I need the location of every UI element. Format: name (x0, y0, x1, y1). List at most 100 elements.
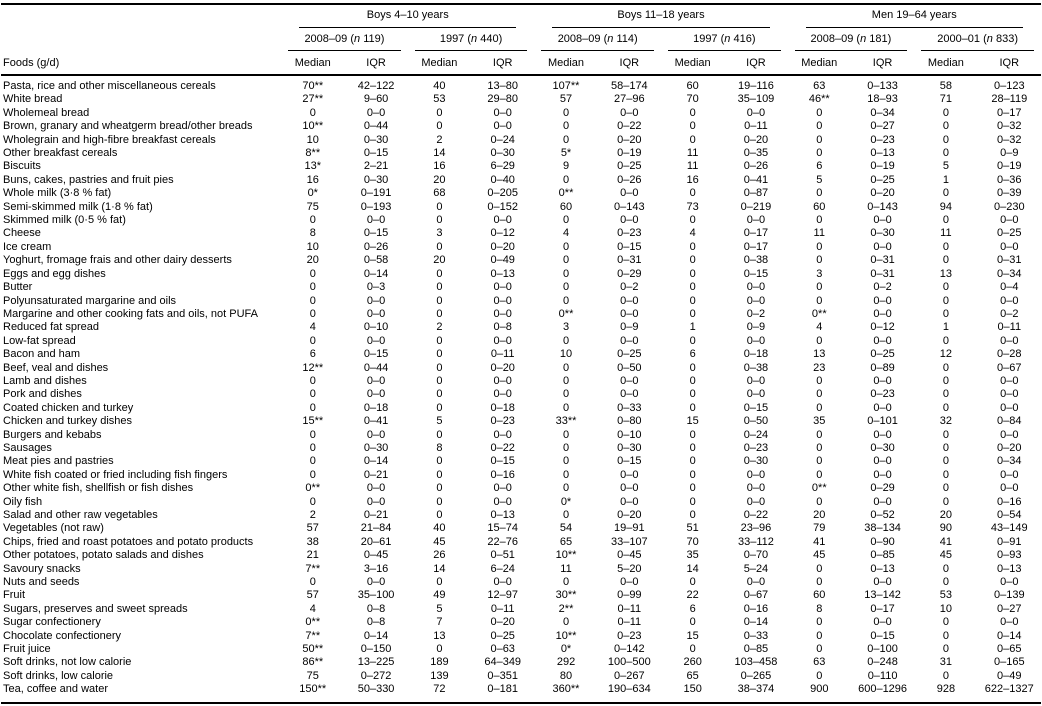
median-value: 16 (306, 173, 319, 186)
food-name: Vegetables (not raw) (3, 522, 104, 535)
median-value: 0 (309, 468, 316, 481)
iqr-value: 0–0 (873, 240, 892, 253)
median-value: 2 (436, 133, 443, 146)
iqr-value: 0–84 (997, 415, 1022, 428)
table-row: Skimmed milk (0·5 % fat) 0 0–0 0 0–0 0 0–0 0 0–0… (1, 214, 1041, 227)
iqr-value: 0–0 (873, 428, 892, 441)
table-row: Cheese 8 0–15 3 0–12 4 0–23 4 0–17 11 0–30 11 0–25 (1, 227, 1041, 240)
food-name: Savoury snacks (3, 562, 81, 575)
median-value: 5 (436, 415, 443, 428)
iqr-value: 0–93 (997, 549, 1022, 562)
iqr-value: 0–31 (870, 267, 895, 280)
iqr-value: 0–35 (743, 147, 769, 160)
table-row: Chicken and turkey dishes 15** 0–41 5 0–23 33… (1, 415, 1041, 428)
iqr-value: 2–21 (363, 160, 389, 173)
median-value: 6 (689, 602, 696, 615)
median-value: 0 (942, 428, 949, 441)
iqr-value: 0–101 (867, 415, 898, 428)
median-value: 0 (689, 468, 696, 481)
table-row: Ice cream 10 0–26 0 0–20 0 0–15 0 0–17 0 0–0 0 0–0 (1, 241, 1041, 254)
median-value: 13 (939, 267, 953, 280)
food-name: Soft drinks, low calorie (3, 669, 114, 682)
median-value: 0 (436, 361, 443, 374)
median-value: 0 (689, 187, 696, 200)
food-name: Oily fish (3, 495, 43, 508)
median-value: 0 (436, 388, 443, 401)
iqr-value: 0–2 (746, 307, 766, 320)
iqr-value: 0–25 (617, 348, 642, 361)
iqr-value: 0–13 (490, 509, 515, 521)
median-value: 53 (433, 93, 446, 106)
median-value: 0** (811, 482, 827, 495)
median-value: 360** (552, 683, 580, 696)
iqr-value: 0–142 (614, 643, 645, 656)
iqr-value: 0–0 (493, 281, 512, 294)
iqr-value: 0–0 (493, 214, 512, 227)
median-value: 40 (433, 80, 446, 92)
iqr-value: 0–33 (743, 629, 769, 642)
iqr-header: IQR (977, 51, 1041, 76)
median-value: 53 (939, 589, 953, 602)
iqr-value: 0–191 (360, 187, 392, 200)
median-value: 0 (689, 294, 696, 307)
table-row: Soft drinks, low calorie 75 0–272 139 0–351 8… (1, 670, 1041, 683)
median-value: 73 (686, 200, 699, 213)
foods-header: Foods (g/d) (1, 51, 282, 76)
median-value: 0 (562, 428, 570, 441)
median-value: 12** (302, 361, 324, 374)
median-value: 41 (813, 535, 826, 548)
iqr-value: 0–139 (993, 589, 1025, 602)
iqr-value: 0–17 (743, 240, 769, 253)
median-value: 189 (430, 656, 449, 669)
median-value: 0 (942, 441, 949, 454)
median-value: 0 (562, 120, 570, 133)
iqr-value: 0–0 (1000, 240, 1019, 253)
table-row: Whole milk (3·8 % fat) 0* 0–191 68 0–205 0** 0… (1, 187, 1041, 200)
iqr-value: 0–23 (870, 388, 895, 401)
group-header-boys-11-18: Boys 11–18 years (534, 4, 787, 28)
iqr-value: 0–2 (620, 281, 639, 294)
iqr-value: 0–0 (746, 294, 766, 307)
survey-year: 2008–09 (557, 33, 601, 45)
median-value: 0 (562, 388, 570, 401)
iqr-value: 0–267 (614, 669, 645, 682)
iqr-value: 0–45 (617, 549, 642, 562)
iqr-value: 0–0 (620, 374, 639, 387)
iqr-value: 0–40 (490, 173, 515, 186)
iqr-value: 0–0 (493, 388, 512, 401)
iqr-value: 0–44 (363, 120, 389, 133)
median-value: 20 (939, 509, 953, 521)
iqr-value: 0–25 (870, 348, 895, 361)
iqr-value: 0–17 (870, 602, 895, 615)
iqr-value: 0–13 (997, 562, 1022, 575)
median-value: 0 (562, 441, 570, 454)
iqr-value: 0–0 (620, 106, 639, 119)
median-value: 0 (816, 428, 823, 441)
median-value: 10 (306, 133, 319, 146)
iqr-value: 22–76 (487, 535, 518, 548)
iqr-value: 0–0 (1000, 428, 1019, 441)
iqr-value: 0–219 (740, 200, 772, 213)
median-value: 0 (942, 576, 949, 589)
iqr-value: 0–265 (740, 669, 772, 682)
median-value: 70 (686, 93, 699, 106)
iqr-value: 0–0 (873, 576, 892, 589)
iqr-value: 12–97 (487, 589, 518, 602)
food-name: Pork and dishes (3, 388, 82, 401)
iqr-value: 0–0 (620, 388, 639, 401)
median-value: 13 (433, 629, 446, 642)
iqr-value: 0–0 (620, 187, 639, 200)
iqr-value: 5–24 (743, 562, 769, 575)
table-row: Butter 0 0–3 0 0–0 0 0–2 0 0–0 0 0–2 0 0–4 (1, 281, 1041, 294)
iqr-value: 0–31 (997, 254, 1022, 267)
median-value: 0** (558, 307, 574, 320)
n-italic: n (607, 33, 614, 45)
median-value: 0 (942, 240, 949, 253)
iqr-value: 0–10 (617, 428, 642, 441)
food-name: Low-fat spread (3, 334, 76, 347)
iqr-value: 0–0 (873, 307, 892, 320)
iqr-value: 3–16 (363, 562, 389, 575)
iqr-value: 0–19 (870, 160, 895, 173)
median-value: 0 (816, 562, 823, 575)
iqr-value: 0–0 (1000, 616, 1019, 629)
